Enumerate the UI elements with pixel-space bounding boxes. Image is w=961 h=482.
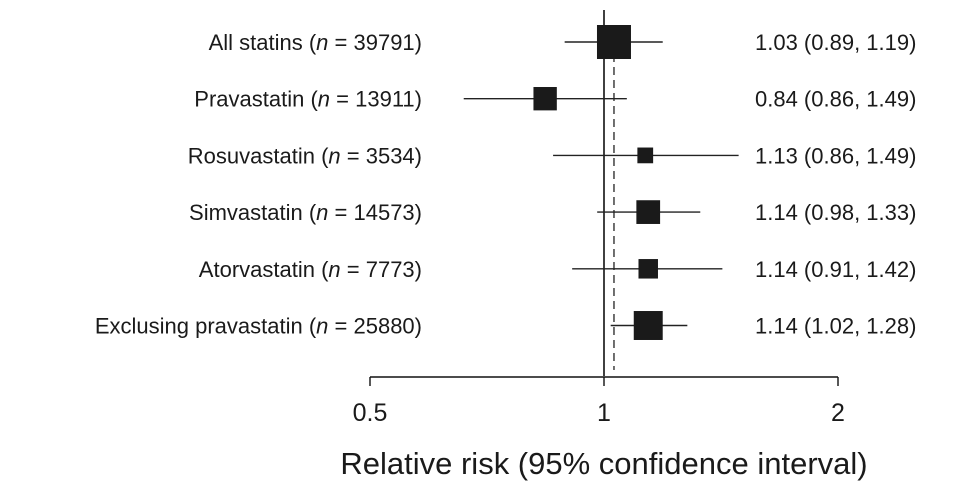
x-tick-label: 0.5 [353, 399, 388, 427]
row-estimate-text: 1.14 (0.98, 1.33) [755, 200, 916, 225]
row-label: Simvastatin (n = 14573) [189, 200, 422, 225]
point-estimate-box [596, 25, 631, 59]
row-label: Exclusing pravastatin (n = 25880) [95, 314, 422, 339]
row-label: Pravastatin (n = 13911) [194, 87, 422, 112]
point-estimate-box [637, 147, 654, 164]
row-estimate-text: 1.14 (0.91, 1.42) [755, 257, 916, 282]
row-estimate-text: 0.84 (0.86, 1.49) [755, 87, 916, 112]
point-estimate-box [638, 259, 658, 279]
row-label: Atorvastatin (n = 7773) [199, 257, 422, 282]
row-estimate-text: 1.03 (0.89, 1.19) [755, 30, 916, 55]
plot-area: All statins (n = 39791) 1.03 (0.89, 1.19)… [95, 10, 916, 376]
x-tick-label: 1 [597, 399, 611, 427]
x-axis-title: Relative risk (95% confidence interval) [340, 446, 867, 481]
row-label: All statins (n = 39791) [209, 30, 422, 55]
row-estimate-text: 1.13 (0.86, 1.49) [755, 143, 916, 168]
point-estimate-box [636, 200, 661, 224]
row-label: Rosuvastatin (n = 3534) [188, 143, 422, 168]
x-tick-label: 2 [831, 399, 845, 427]
point-estimate-box [633, 311, 663, 340]
x-axis: 0.5 1 2 [353, 376, 845, 427]
row-estimate-text: 1.14 (1.02, 1.28) [755, 314, 916, 339]
point-estimate-box [533, 87, 557, 111]
